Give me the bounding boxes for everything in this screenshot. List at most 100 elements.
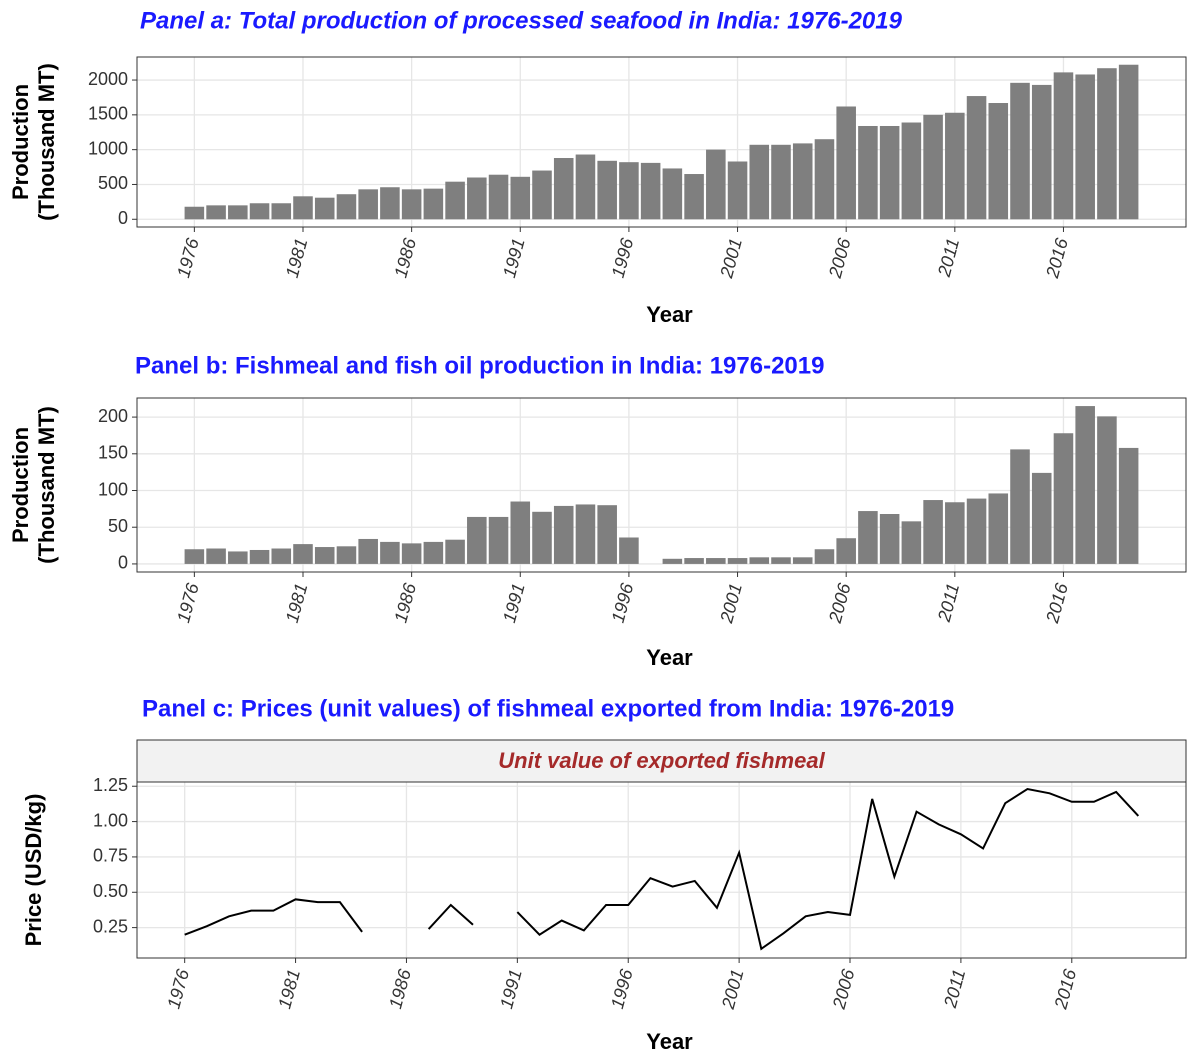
y-axis-title: Production	[8, 84, 33, 200]
bar	[184, 206, 205, 220]
bar	[814, 549, 835, 564]
bar	[532, 170, 552, 220]
x-tick-label: 1986	[390, 580, 420, 625]
bar	[1053, 433, 1074, 564]
bar	[1118, 447, 1139, 564]
y-tick-label: 500	[98, 173, 128, 193]
x-tick-label: 1996	[608, 580, 638, 625]
plot-border	[136, 56, 1187, 228]
bar	[988, 103, 1009, 220]
bar	[358, 189, 378, 220]
bar	[293, 544, 313, 564]
bar	[662, 168, 683, 220]
bar	[271, 203, 292, 220]
plot-border	[136, 781, 1187, 959]
y-axis-title: Price (USD/kg)	[21, 794, 46, 947]
y-tick-label: 0	[118, 553, 128, 573]
bar	[271, 548, 292, 564]
bar	[1031, 472, 1052, 564]
bar	[228, 205, 248, 220]
bar	[314, 197, 335, 220]
plot-background	[137, 782, 1186, 958]
bar	[314, 547, 335, 564]
bar	[510, 501, 531, 564]
x-tick-label: 2011	[934, 581, 964, 625]
bar	[923, 114, 943, 220]
bar	[228, 551, 248, 564]
x-tick-label: 2016	[1042, 580, 1072, 626]
bar	[445, 181, 465, 220]
bar	[358, 538, 378, 564]
panel-title: Panel b: Fishmeal and fish oil productio…	[135, 352, 824, 379]
bar	[380, 187, 400, 220]
x-tick-label: 1996	[607, 966, 637, 1011]
x-tick-label: 2001	[716, 236, 746, 281]
bar	[792, 143, 813, 220]
y-axis-title: (Thousand MT)	[34, 63, 59, 221]
x-tick-label: 1981	[282, 236, 312, 280]
bar	[249, 203, 270, 220]
line	[184, 788, 1140, 951]
y-tick-label: 0.75	[93, 846, 128, 866]
x-tick-label: 1981	[282, 581, 312, 625]
x-tick-label: 2016	[1042, 235, 1072, 281]
x-tick-label: 2001	[716, 581, 746, 626]
bar	[401, 189, 422, 220]
bar	[336, 194, 357, 220]
y-tick-label: 0.25	[93, 916, 128, 936]
bar	[749, 144, 770, 220]
x-tick-label: 1976	[173, 580, 203, 625]
bar	[1075, 74, 1095, 220]
bar	[706, 149, 726, 220]
bar	[640, 162, 661, 220]
bar	[336, 546, 357, 564]
bar	[836, 106, 856, 220]
x-tick-label: 1976	[173, 235, 203, 280]
bar	[249, 549, 270, 564]
x-tick-label: 1981	[274, 967, 304, 1011]
bar	[575, 154, 596, 220]
bar	[727, 558, 748, 564]
bar	[879, 514, 900, 564]
panel-title: Panel a: Total production of processed s…	[140, 7, 903, 34]
bar	[510, 176, 531, 220]
x-tick-label: 2006	[825, 580, 855, 626]
bar	[380, 541, 400, 564]
x-tick-label: 2011	[940, 967, 970, 1011]
bar	[293, 196, 313, 220]
x-tick-label: 1986	[385, 966, 415, 1011]
y-tick-label: 150	[98, 443, 128, 463]
bar	[836, 538, 856, 564]
x-tick-label: 2006	[829, 966, 859, 1012]
bar	[814, 139, 835, 220]
bar	[706, 558, 726, 564]
bar	[923, 500, 943, 564]
y-tick-label: 50	[108, 516, 128, 536]
x-axis-title: Year	[646, 1029, 693, 1054]
y-tick-label: 1500	[88, 104, 128, 124]
bar	[988, 493, 1009, 564]
x-axis-title: Year	[646, 302, 693, 327]
bar	[1010, 82, 1030, 220]
bar	[749, 557, 770, 564]
x-tick-label: 2011	[934, 236, 964, 280]
bar	[966, 498, 987, 564]
bar	[684, 174, 704, 220]
bar	[662, 558, 683, 564]
bar	[467, 516, 487, 564]
bar	[553, 505, 574, 564]
x-tick-label: 1991	[499, 236, 529, 280]
x-tick-label: 2001	[718, 967, 748, 1012]
y-tick-label: 1000	[88, 138, 128, 158]
bar	[1010, 449, 1030, 564]
bar	[684, 558, 704, 564]
bar	[879, 125, 900, 220]
bar	[597, 160, 617, 220]
plot-border	[136, 397, 1187, 573]
bar	[532, 511, 552, 564]
x-tick-label: 1976	[163, 966, 193, 1011]
x-tick-label: 1991	[496, 967, 526, 1011]
y-tick-label: 100	[98, 479, 128, 499]
bar	[966, 96, 987, 220]
